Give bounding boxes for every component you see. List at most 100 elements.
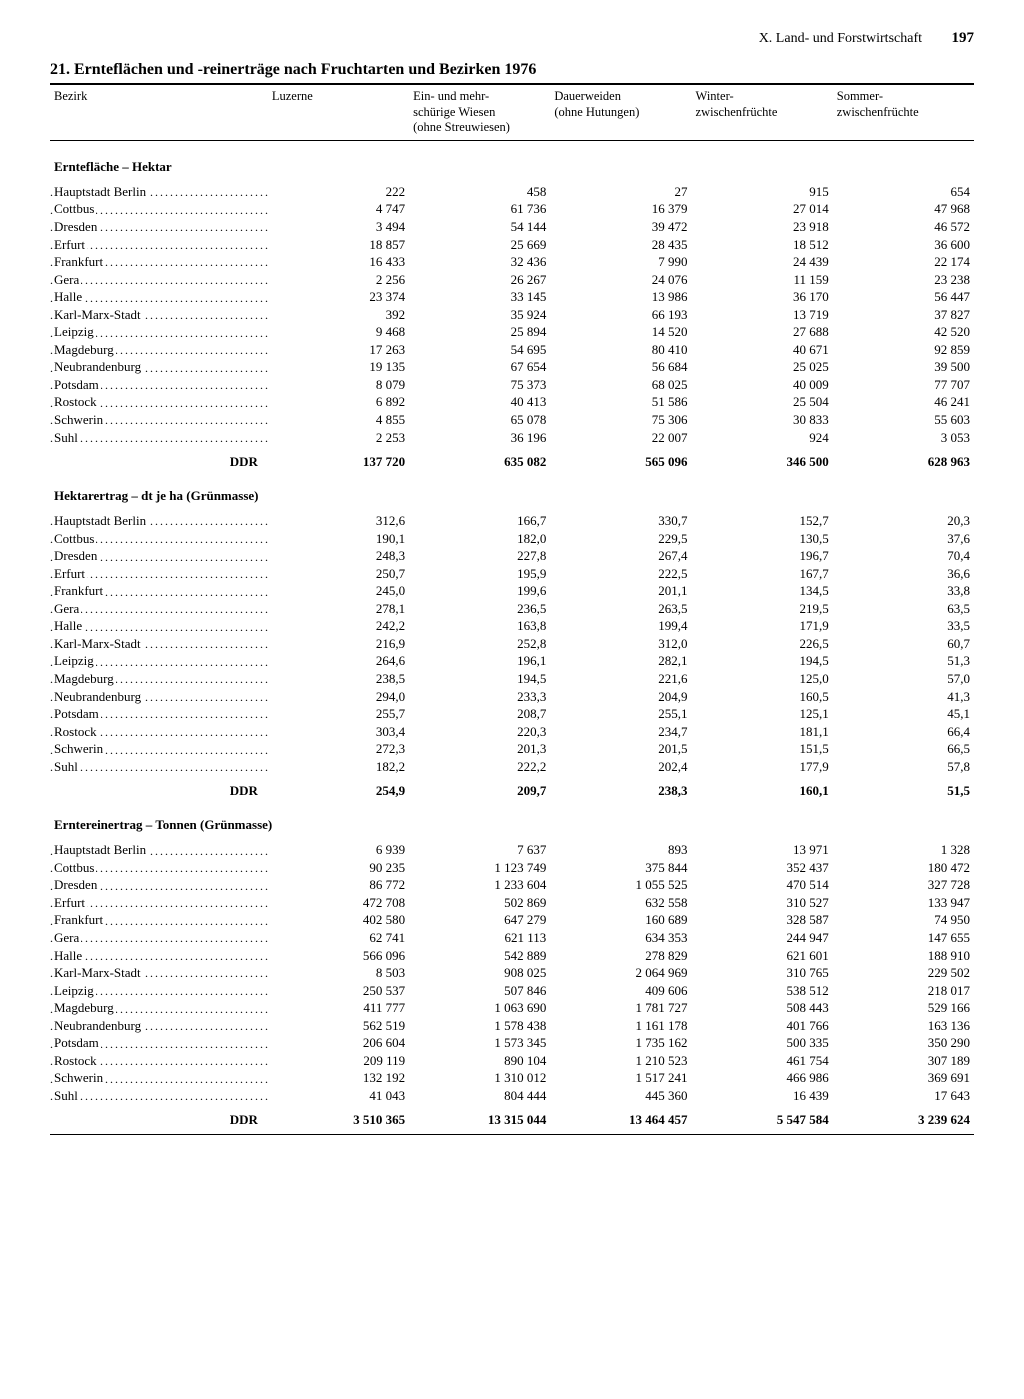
total-cell: 160,1 (692, 775, 833, 799)
value-cell: 23 918 (692, 218, 833, 236)
district-label: Neubrandenburg (50, 358, 268, 376)
table-row: Gera62 741621 113634 353244 947147 655 (50, 929, 974, 947)
district-label: Schwerin (50, 1069, 268, 1087)
value-cell: 229,5 (550, 530, 691, 548)
page-header: X. Land- und Forstwirtschaft 197 (50, 30, 974, 47)
value-cell: 562 519 (268, 1017, 409, 1035)
value-cell: 222 (268, 183, 409, 201)
value-cell: 1 063 690 (409, 999, 550, 1017)
value-cell: 130,5 (692, 530, 833, 548)
value-cell: 8 079 (268, 376, 409, 394)
value-cell: 328 587 (692, 911, 833, 929)
table-row: Karl-Marx-Stadt39235 92466 19313 71937 8… (50, 306, 974, 324)
value-cell: 20,3 (833, 512, 974, 530)
table-row: Magdeburg238,5194,5221,6125,057,0 (50, 670, 974, 688)
table-row: Suhl2 25336 19622 0079243 053 (50, 429, 974, 447)
col-wiesen: Ein- und mehr-schürige Wiesen(ohne Streu… (409, 85, 550, 140)
col-winter: Winter-zwischenfrüchte (692, 85, 833, 140)
value-cell: 804 444 (409, 1087, 550, 1105)
value-cell: 28 435 (550, 236, 691, 254)
section-header: Erntefläche – Hektar (50, 141, 974, 183)
value-cell: 915 (692, 183, 833, 201)
district-label: Magdeburg (50, 341, 268, 359)
value-cell: 13 971 (692, 841, 833, 859)
table-row: Dresden248,3227,8267,4196,770,4 (50, 547, 974, 565)
value-cell: 33 145 (409, 288, 550, 306)
value-cell: 22 007 (550, 429, 691, 447)
col-luzerne: Luzerne (268, 85, 409, 140)
value-cell: 229 502 (833, 964, 974, 982)
district-label: Frankfurt (50, 582, 268, 600)
district-label: Potsdam (50, 376, 268, 394)
value-cell: 22 174 (833, 253, 974, 271)
value-cell: 307 189 (833, 1052, 974, 1070)
value-cell: 166,7 (409, 512, 550, 530)
value-cell: 310 527 (692, 894, 833, 912)
value-cell: 45,1 (833, 705, 974, 723)
value-cell: 411 777 (268, 999, 409, 1017)
value-cell: 25 669 (409, 236, 550, 254)
value-cell: 40 671 (692, 341, 833, 359)
value-cell: 461 754 (692, 1052, 833, 1070)
value-cell: 23 374 (268, 288, 409, 306)
value-cell: 908 025 (409, 964, 550, 982)
value-cell: 160 689 (550, 911, 691, 929)
value-cell: 74 950 (833, 911, 974, 929)
total-cell: 13 464 457 (550, 1104, 691, 1128)
value-cell: 67 654 (409, 358, 550, 376)
table-row: Cottbus90 2351 123 749375 844352 437180 … (50, 859, 974, 877)
table-row: Hauptstadt Berlin22245827915654 (50, 183, 974, 201)
value-cell: 375 844 (550, 859, 691, 877)
value-cell: 392 (268, 306, 409, 324)
district-label: Suhl (50, 758, 268, 776)
total-cell: 51,5 (833, 775, 974, 799)
total-cell: 209,7 (409, 775, 550, 799)
value-cell: 61 736 (409, 200, 550, 218)
total-cell: 13 315 044 (409, 1104, 550, 1128)
col-sommer: Sommer-zwischenfrüchte (833, 85, 974, 140)
district-label: Cottbus (50, 859, 268, 877)
value-cell: 36 196 (409, 429, 550, 447)
district-label: Hauptstadt Berlin (50, 841, 268, 859)
value-cell: 255,1 (550, 705, 691, 723)
value-cell: 17 643 (833, 1087, 974, 1105)
value-cell: 54 695 (409, 341, 550, 359)
value-cell: 632 558 (550, 894, 691, 912)
table-row: Potsdam255,7208,7255,1125,145,1 (50, 705, 974, 723)
value-cell: 7 637 (409, 841, 550, 859)
value-cell: 68 025 (550, 376, 691, 394)
value-cell: 133 947 (833, 894, 974, 912)
value-cell: 57,8 (833, 758, 974, 776)
value-cell: 220,3 (409, 723, 550, 741)
value-cell: 1 210 523 (550, 1052, 691, 1070)
table-title: 21. Ernteflächen und -reinerträge nach F… (50, 61, 974, 79)
value-cell: 180 472 (833, 859, 974, 877)
district-label: Suhl (50, 1087, 268, 1105)
value-cell: 6 892 (268, 393, 409, 411)
value-cell: 312,6 (268, 512, 409, 530)
section-header: Erntereinertrag – Tonnen (Grünmasse) (50, 799, 974, 841)
value-cell: 654 (833, 183, 974, 201)
value-cell: 56 447 (833, 288, 974, 306)
value-cell: 27 688 (692, 323, 833, 341)
value-cell: 77 707 (833, 376, 974, 394)
table-head: Bezirk Luzerne Ein- und mehr-schürige Wi… (50, 85, 974, 140)
table-row: Hauptstadt Berlin6 9397 63789313 9711 32… (50, 841, 974, 859)
value-cell: 218 017 (833, 982, 974, 1000)
value-cell: 171,9 (692, 617, 833, 635)
district-label: Cottbus (50, 200, 268, 218)
value-cell: 244 947 (692, 929, 833, 947)
district-label: Leipzig (50, 982, 268, 1000)
value-cell: 206 604 (268, 1034, 409, 1052)
value-cell: 278,1 (268, 600, 409, 618)
value-cell: 2 256 (268, 271, 409, 289)
value-cell: 242,2 (268, 617, 409, 635)
district-label: Frankfurt (50, 911, 268, 929)
value-cell: 40 413 (409, 393, 550, 411)
value-cell: 282,1 (550, 652, 691, 670)
value-cell: 216,9 (268, 635, 409, 653)
table-row: Frankfurt16 43332 4367 99024 43922 174 (50, 253, 974, 271)
table-row: Magdeburg411 7771 063 6901 781 727508 44… (50, 999, 974, 1017)
value-cell: 502 869 (409, 894, 550, 912)
value-cell: 39 472 (550, 218, 691, 236)
